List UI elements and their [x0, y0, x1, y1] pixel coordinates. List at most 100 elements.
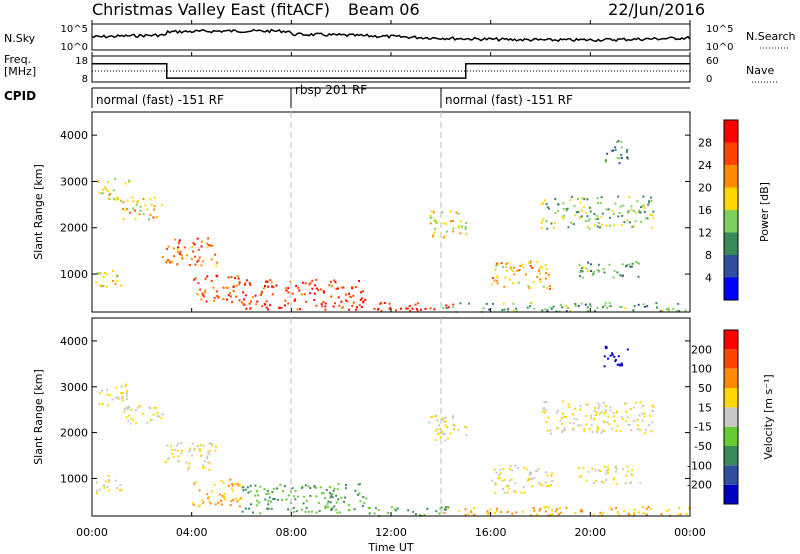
velocity-cell — [437, 433, 439, 435]
power-cell — [633, 305, 636, 308]
velocity-cell — [610, 508, 613, 511]
power-cell — [284, 287, 287, 290]
power-cell — [544, 308, 547, 311]
velocity-cell — [126, 407, 129, 410]
velocity-cell — [591, 431, 594, 434]
power-cell — [261, 291, 263, 294]
velocity-cell — [103, 484, 106, 487]
velocity-cell — [651, 404, 654, 407]
velocity-cell — [457, 428, 460, 431]
power-cell — [505, 262, 508, 265]
power-cell — [574, 304, 577, 307]
velocity-cell — [581, 510, 584, 513]
velocity-cell — [510, 478, 513, 481]
power-cell — [442, 307, 445, 309]
power-cell — [260, 293, 262, 296]
power-cell — [190, 257, 193, 260]
power-cell — [572, 223, 575, 226]
power-cell — [178, 252, 181, 255]
power-cell — [458, 225, 461, 228]
velocity-cell — [572, 422, 575, 425]
power-cell — [517, 281, 520, 284]
power-cell — [297, 286, 300, 289]
power-cell — [340, 300, 343, 303]
power-cell — [342, 286, 345, 289]
x-tick-label: 16:00 — [475, 526, 507, 539]
power-colorbar-swatch — [724, 165, 738, 188]
power-cell — [429, 222, 432, 225]
power-colorbar-label: Power [dB] — [758, 182, 771, 242]
velocity-cell — [452, 417, 454, 420]
power-cell — [334, 302, 336, 305]
velocity-cell — [344, 487, 347, 490]
power-cell — [106, 190, 109, 192]
velocity-cell — [442, 418, 445, 421]
power-cell — [114, 198, 117, 201]
velocity-cell — [229, 504, 232, 507]
velocity-y-ticks: 4000 3000 2000 1000 — [60, 335, 690, 485]
velocity-cell — [215, 445, 217, 448]
power-cell — [167, 258, 170, 261]
power-cell — [122, 217, 125, 220]
power-cell — [352, 301, 355, 304]
velocity-cell — [609, 506, 612, 509]
velocity-cell — [152, 413, 155, 416]
power-cell — [549, 306, 552, 309]
velocity-cell — [603, 365, 606, 368]
power-cell — [632, 309, 635, 312]
velocity-cell — [546, 474, 549, 477]
velocity-cell — [172, 455, 175, 458]
power-cell — [631, 262, 634, 265]
power-cell — [383, 302, 386, 304]
power-cell — [200, 245, 203, 248]
power-cell — [354, 286, 357, 289]
power-cell — [216, 261, 219, 264]
velocity-cell — [330, 494, 333, 497]
power-cell — [250, 300, 252, 303]
power-cell — [677, 302, 680, 305]
velocity-cell — [198, 448, 201, 451]
velocity-cell — [679, 513, 682, 516]
velocity-cell — [465, 434, 468, 436]
velocity-cell — [453, 428, 455, 430]
velocity-cell — [357, 483, 360, 486]
velocity-cell — [120, 392, 123, 395]
velocity-cell — [549, 429, 552, 432]
power-cell — [464, 227, 467, 230]
power-cell — [468, 302, 471, 305]
power-cell — [351, 287, 354, 290]
power-cell — [95, 281, 98, 284]
velocity-cell — [438, 512, 441, 515]
power-cell — [407, 307, 410, 310]
velocity-cell — [305, 499, 308, 502]
velocity-cell — [208, 469, 211, 471]
velocity-cell — [473, 513, 476, 516]
power-cell — [287, 287, 290, 290]
velocity-cell — [202, 501, 205, 504]
velocity-cell — [441, 417, 444, 420]
velocity-cell — [601, 429, 604, 432]
velocity-cell — [638, 414, 641, 417]
velocity-cell — [259, 485, 262, 488]
cpid-label: CPID — [4, 89, 36, 103]
power-cell — [415, 308, 418, 310]
velocity-cell — [104, 480, 107, 483]
power-cell — [641, 204, 644, 207]
velocity-cell — [434, 429, 437, 432]
power-cell — [628, 263, 631, 266]
velocity-cell — [197, 505, 200, 508]
velocity-cell — [607, 415, 610, 418]
power-cell — [309, 282, 312, 285]
velocity-cell — [620, 362, 623, 365]
power-cell — [120, 284, 122, 287]
power-cell — [192, 242, 195, 245]
power-colorbar-tick: 16 — [698, 204, 712, 217]
velocity-cell — [572, 428, 574, 431]
power-cell — [502, 266, 505, 269]
x-tick-label: 20:00 — [574, 526, 606, 539]
velocity-cell — [188, 462, 191, 465]
power-cell — [230, 276, 233, 279]
velocity-cell — [271, 491, 274, 494]
power-cell — [583, 198, 586, 201]
y-tick-label: 2000 — [60, 222, 88, 235]
